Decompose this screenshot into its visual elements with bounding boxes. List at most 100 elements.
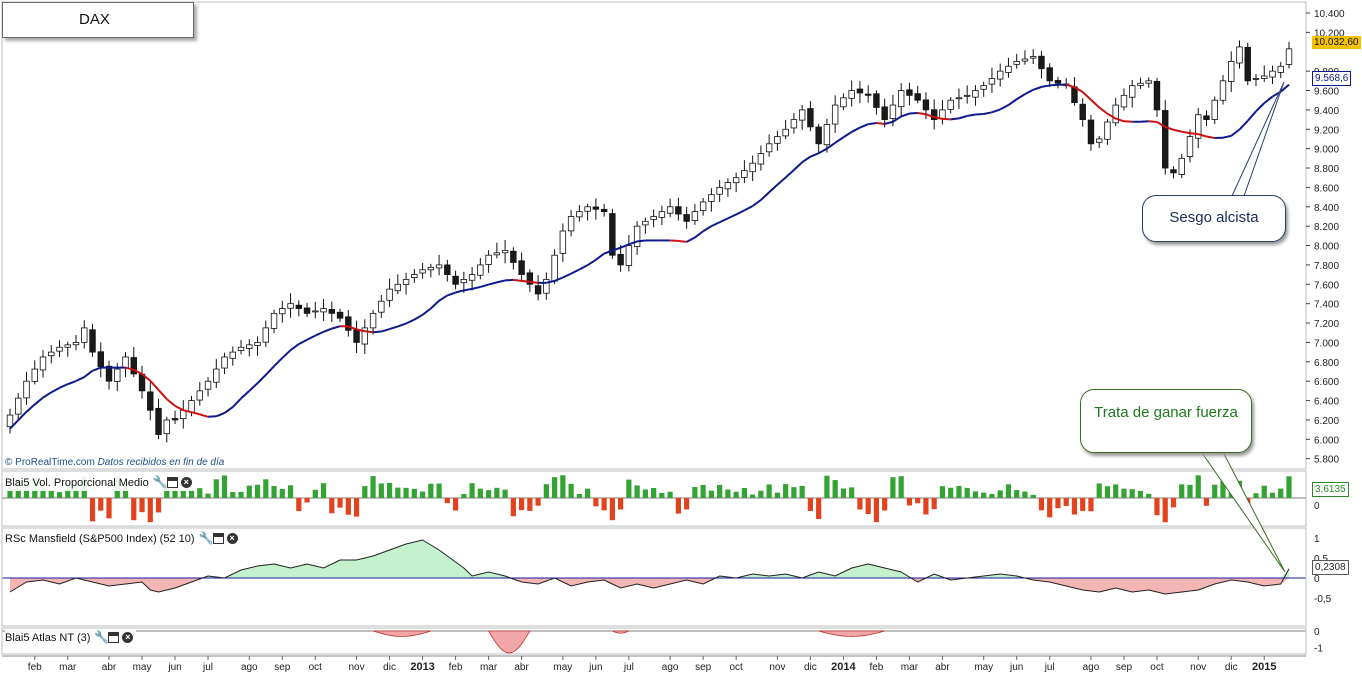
vol-bar-up bbox=[494, 487, 500, 498]
ma-segment bbox=[793, 161, 803, 171]
vol-bar-up bbox=[651, 488, 657, 498]
callout-sesgo-alcista: Sesgo alcista bbox=[1142, 195, 1286, 242]
wrench-icon[interactable]: 🔧 bbox=[152, 475, 168, 489]
price-tick-label: 7.200 bbox=[1314, 319, 1339, 330]
time-tick-label: oct bbox=[729, 662, 743, 673]
vol-bar-down bbox=[337, 498, 343, 508]
ma-segment bbox=[306, 334, 316, 341]
candle-up bbox=[56, 346, 63, 352]
ma-segment bbox=[991, 108, 1001, 114]
vol-bar-up bbox=[1261, 485, 1267, 498]
vol-bar-down bbox=[684, 498, 690, 510]
vol-bar-down bbox=[147, 498, 153, 523]
candle-up bbox=[386, 288, 393, 301]
window-icon[interactable] bbox=[212, 533, 224, 544]
candle-down bbox=[881, 106, 888, 120]
ma-segment bbox=[265, 365, 275, 376]
price-tick-label: 6.400 bbox=[1314, 397, 1339, 408]
vol-bar-up bbox=[634, 485, 640, 498]
candle-up bbox=[221, 356, 228, 369]
candle-up bbox=[1145, 80, 1152, 84]
ma-segment bbox=[1007, 98, 1018, 106]
ma-segment bbox=[735, 209, 745, 216]
window-icon[interactable] bbox=[166, 477, 178, 488]
close-icon[interactable]: × bbox=[122, 632, 134, 643]
close-icon[interactable]: × bbox=[226, 533, 238, 544]
vol-bar-up bbox=[1005, 484, 1012, 498]
vol-bar-up bbox=[667, 491, 673, 498]
candle-up bbox=[741, 170, 748, 178]
candle-up bbox=[666, 206, 674, 214]
candle-up bbox=[1195, 114, 1202, 139]
callout-trata-ganar-fuerza: Trata de ganar fuerza bbox=[1080, 389, 1252, 453]
ma-segment bbox=[298, 338, 308, 346]
ma-segment bbox=[1230, 128, 1241, 137]
vol-bar-up bbox=[386, 482, 393, 498]
candle-down bbox=[1244, 46, 1251, 82]
vol-bar-up bbox=[1286, 476, 1292, 498]
vol-bar-up bbox=[502, 489, 508, 498]
ma-segment bbox=[587, 258, 597, 266]
vol-bar-up bbox=[766, 484, 772, 498]
ma-segment bbox=[199, 413, 209, 418]
candle-up bbox=[732, 177, 740, 184]
vol-bar-up bbox=[287, 485, 294, 498]
candle-up bbox=[972, 90, 979, 98]
price-tick-label: 7.000 bbox=[1314, 338, 1339, 349]
ma-segment bbox=[784, 169, 795, 179]
candle-down bbox=[303, 307, 311, 314]
vol-bar-up bbox=[238, 491, 244, 498]
candle-up bbox=[6, 414, 14, 428]
candle-up bbox=[246, 344, 253, 349]
time-tick-label: jun bbox=[588, 662, 602, 673]
vol-bar-up bbox=[362, 486, 368, 498]
window-icon[interactable] bbox=[108, 632, 120, 643]
ma-segment bbox=[1164, 125, 1174, 131]
candle-up bbox=[559, 230, 567, 254]
candle-down bbox=[617, 253, 624, 266]
price-tick-label: 7.400 bbox=[1314, 300, 1339, 311]
price-panel-frame bbox=[1, 1, 1307, 470]
close-icon[interactable]: × bbox=[180, 477, 192, 488]
ma-segment bbox=[75, 376, 85, 382]
ma-segment bbox=[818, 147, 828, 155]
ma-segment bbox=[868, 121, 877, 126]
vol-bar-up bbox=[568, 483, 574, 498]
candle-up bbox=[625, 245, 633, 266]
rsc-panel-label: RSc Mansfield (S&P500 Index) (52 10) bbox=[5, 532, 195, 545]
candle-down bbox=[600, 208, 608, 213]
vol-bar-down bbox=[444, 498, 450, 504]
candle-up bbox=[460, 279, 468, 284]
vol-bar-up bbox=[750, 494, 756, 498]
candle-up bbox=[1129, 85, 1136, 98]
ma-segment bbox=[694, 230, 704, 239]
candle-up bbox=[765, 143, 773, 153]
atlas-dip bbox=[372, 630, 431, 637]
ma-segment bbox=[1238, 120, 1249, 131]
ma-segment bbox=[686, 236, 696, 243]
blue-callout-pointer bbox=[1231, 81, 1285, 197]
vol-bar-up bbox=[939, 486, 946, 498]
rsc-tick-label: 0 bbox=[1314, 574, 1320, 585]
candle-up bbox=[81, 327, 88, 343]
ma-segment bbox=[92, 366, 102, 372]
time-tick-label: jun bbox=[1009, 662, 1023, 673]
candle-up bbox=[402, 279, 410, 285]
candle-down bbox=[510, 250, 517, 263]
ma-segment bbox=[1016, 93, 1026, 101]
vol-bar-down bbox=[906, 498, 913, 506]
time-tick-label: dic bbox=[383, 662, 396, 673]
data-source-credit: © ProRealTime.com Datos recibidos en fin… bbox=[5, 457, 224, 468]
time-tick-label: sep bbox=[1116, 662, 1133, 673]
vol-bar-up bbox=[477, 488, 483, 498]
ma-segment bbox=[983, 111, 993, 115]
vol-bar-down bbox=[353, 498, 360, 517]
vol-bar-down bbox=[131, 498, 137, 521]
vol-bar-up bbox=[997, 490, 1003, 498]
vol-bar-down bbox=[675, 498, 681, 514]
ma-segment bbox=[521, 279, 530, 283]
wrench-icon[interactable]: 🔧 bbox=[94, 630, 110, 644]
vol-bar-down bbox=[519, 498, 525, 511]
vol-bar-down bbox=[923, 498, 929, 515]
wrench-icon[interactable]: 🔧 bbox=[198, 531, 214, 545]
